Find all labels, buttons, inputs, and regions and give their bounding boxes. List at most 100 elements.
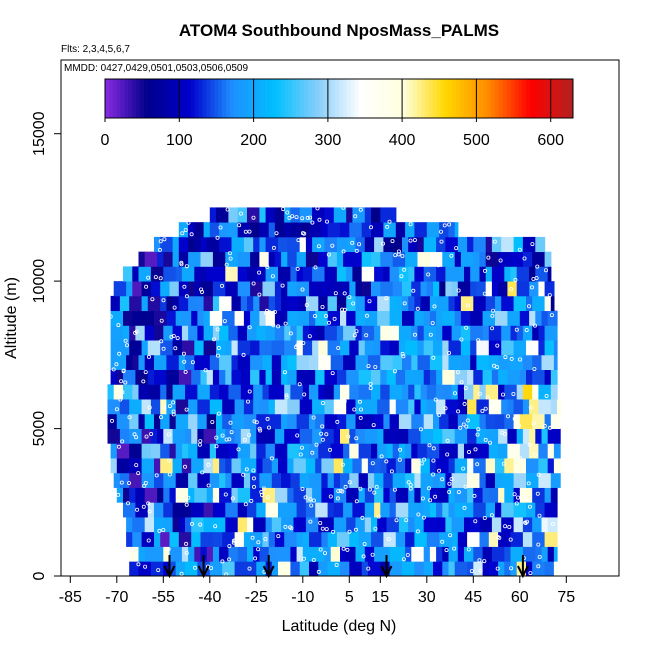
heatmap-cell [178, 251, 189, 267]
heatmap-cell [358, 487, 366, 503]
track-point [192, 565, 197, 570]
heatmap-cell [498, 384, 505, 400]
heatmap-cell [268, 399, 276, 415]
heatmap-cell [507, 443, 521, 459]
heatmap-cell [209, 561, 223, 576]
heatmap-cell [454, 458, 468, 474]
track-point [483, 406, 488, 411]
heatmap-cell [250, 340, 260, 356]
heatmap-cell [402, 561, 415, 576]
colorbar-segment [151, 79, 157, 118]
heatmap-cell [485, 428, 499, 444]
heatmap-cell [454, 369, 468, 385]
track-point [158, 415, 163, 420]
track-point [509, 566, 514, 571]
track-point [490, 313, 495, 318]
heatmap-cell [318, 340, 329, 356]
heatmap-cell [355, 354, 369, 370]
heatmap-cell [284, 384, 291, 400]
track-point [141, 504, 146, 509]
track-point [251, 468, 256, 473]
track-point [247, 229, 252, 234]
track-point [257, 270, 262, 275]
track-point [527, 304, 532, 309]
heatmap-cell [191, 502, 205, 518]
heatmap-cell [541, 546, 549, 562]
heatmap-cell [371, 222, 384, 238]
track-point [498, 258, 503, 263]
colorbar-segment [495, 79, 500, 118]
heatmap-cell [250, 369, 260, 385]
track-point [522, 256, 527, 261]
colorbar-segment [444, 79, 449, 118]
heatmap-cell [529, 266, 536, 282]
colorbar-segment [284, 79, 289, 118]
colorbar-tick-label: 400 [389, 132, 416, 149]
heatmap-cell [203, 340, 217, 356]
heatmap-cell [457, 236, 468, 253]
colorbar-segment [144, 79, 149, 118]
heatmap-cell [467, 458, 474, 474]
heatmap-cell [395, 487, 409, 503]
heatmap-cell [491, 369, 499, 385]
heatmap-cell [262, 458, 273, 474]
heatmap-cell [470, 517, 481, 533]
heatmap-cell [188, 413, 198, 429]
heatmap-cell [519, 413, 533, 429]
track-point [224, 572, 229, 576]
track-point [296, 238, 301, 243]
heatmap-cell [460, 472, 468, 488]
heatmap-cell [414, 399, 422, 415]
heatmap-cell [212, 502, 226, 518]
heatmap-cell [405, 531, 415, 547]
heatmap-cell [172, 236, 180, 253]
heatmap-cell [243, 413, 257, 429]
heatmap-cell [488, 561, 499, 576]
heatmap-cell [203, 502, 214, 518]
track-point [502, 431, 507, 436]
colorbar-segment [300, 79, 305, 118]
heatmap-cell [287, 310, 298, 326]
heatmap-cell [482, 310, 496, 326]
heatmap-cell [228, 443, 239, 459]
heatmap-cell [327, 310, 341, 326]
heatmap-cell [256, 561, 267, 576]
heatmap-cell [473, 458, 487, 474]
heatmap-cell [160, 458, 174, 474]
track-point [530, 242, 535, 247]
track-point [333, 291, 338, 296]
heatmap-cell [460, 251, 474, 267]
heatmap-cell [296, 281, 310, 297]
track-point [308, 519, 313, 524]
track-point [519, 494, 524, 499]
heatmap-cell [160, 295, 167, 312]
track-point [523, 520, 528, 525]
track-point [116, 323, 121, 328]
heatmap-cell [315, 413, 326, 429]
heatmap-cell [498, 281, 508, 297]
flight-track-points [108, 205, 556, 576]
heatmap-cell [485, 236, 493, 253]
track-point [372, 490, 377, 495]
heatmap-cell [395, 428, 409, 444]
colorbar-segment [210, 79, 215, 118]
heatmap-cell [386, 517, 400, 533]
colorbar-segment [467, 79, 473, 118]
heatmap-cell [330, 546, 341, 562]
heatmap-cell [526, 340, 539, 356]
track-point [482, 516, 487, 521]
track-point [265, 416, 270, 421]
heatmap-cell [175, 310, 183, 326]
track-point [367, 299, 372, 304]
track-point [347, 480, 352, 485]
heatmap-cell [110, 443, 118, 459]
heatmap-cell [312, 487, 322, 503]
track-point [276, 534, 281, 539]
heatmap-cell [274, 207, 285, 223]
heatmap-cell [522, 354, 533, 370]
heatmap-cell [377, 399, 391, 415]
heatmap-cell [209, 207, 217, 223]
track-point [487, 440, 492, 445]
heatmap-cell [197, 310, 205, 326]
heatmap-cell [429, 295, 437, 312]
